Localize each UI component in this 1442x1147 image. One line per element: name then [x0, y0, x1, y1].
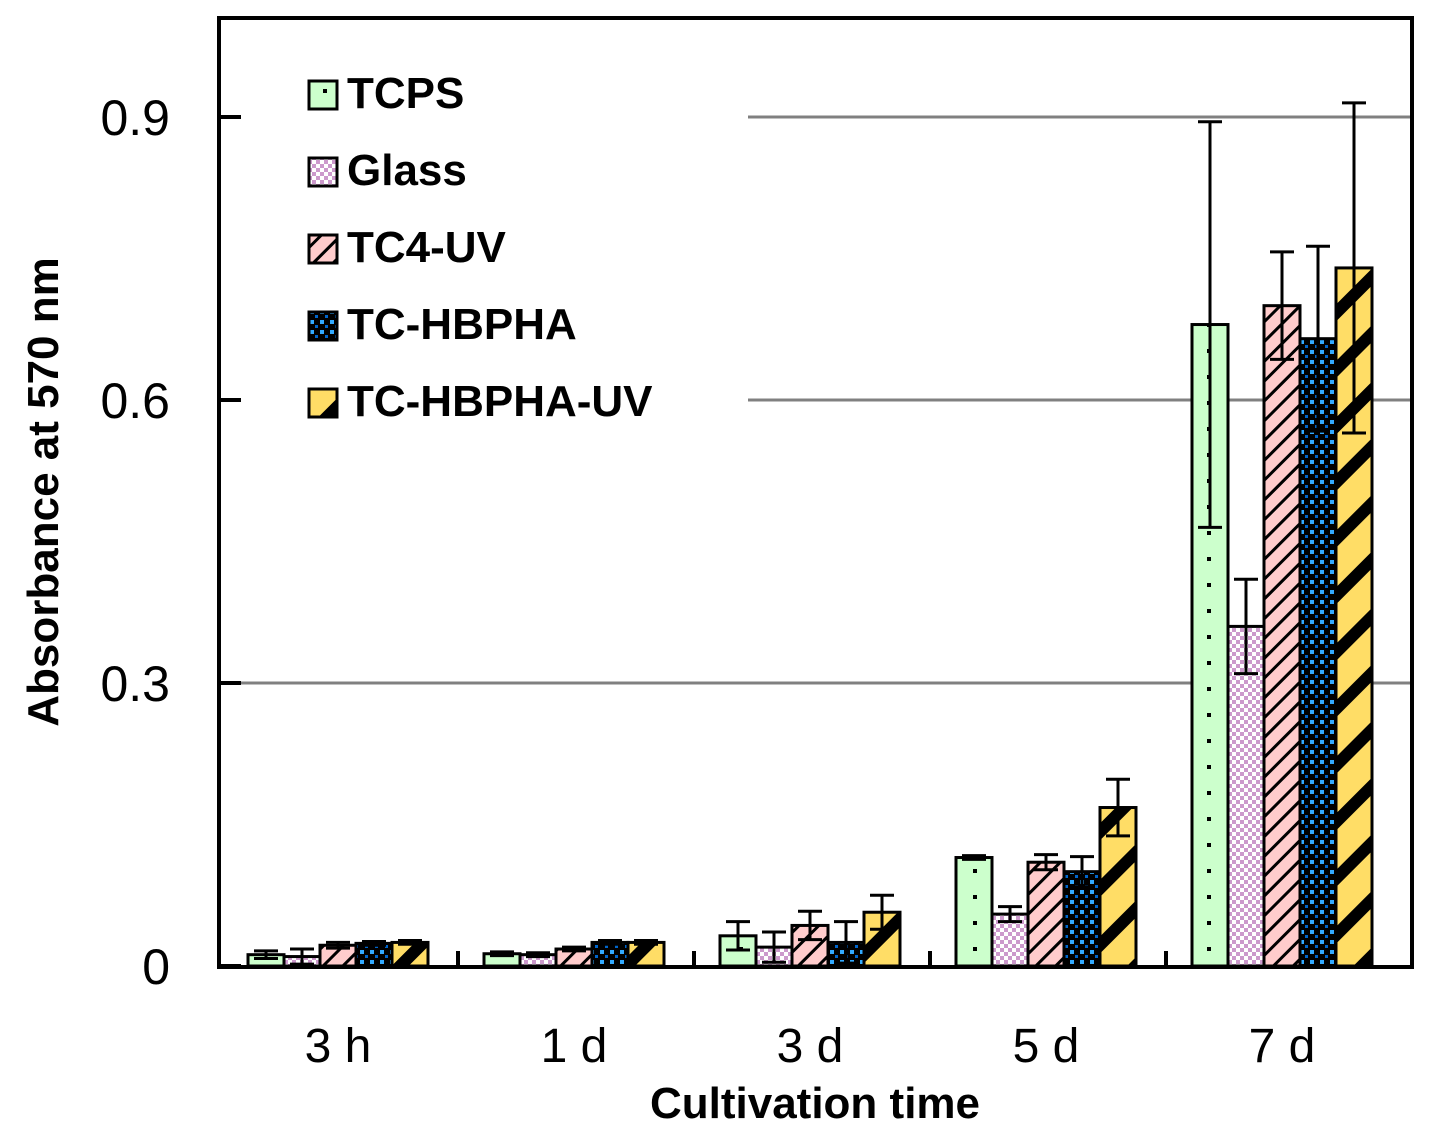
x-tick-label: 7 d: [1249, 1020, 1316, 1073]
bar-glass: [1226, 624, 1266, 968]
error-bar: [1342, 101, 1366, 435]
error-bar: [1198, 120, 1222, 529]
error-bar: [562, 945, 586, 953]
error-bar: [1306, 244, 1330, 433]
legend-label: TCPS: [347, 69, 464, 118]
y-axis-ticks: 0 0.3 0.6 0.9: [100, 90, 241, 995]
error-bar: [726, 920, 750, 952]
error-bar: [398, 939, 422, 946]
y-tick-label: 0: [142, 939, 170, 995]
error-bar: [962, 854, 986, 861]
error-bars: [254, 101, 1366, 966]
x-tick-label: 3 h: [305, 1020, 372, 1073]
legend-item-tcps: TCPS: [307, 69, 464, 118]
error-bar: [634, 939, 658, 946]
error-bar: [254, 949, 278, 960]
bar-tc-hbpha: [354, 941, 394, 968]
error-bar: [1270, 250, 1294, 361]
y-tick-label: 0.6: [100, 373, 170, 429]
bar-tc-hbpha-uv: [390, 940, 430, 968]
bar-tc-hbpha: [1298, 337, 1338, 968]
error-bar: [1106, 777, 1130, 838]
x-tick-label: 3 d: [777, 1020, 844, 1073]
y-tick-label: 0.3: [100, 656, 170, 712]
error-bar: [798, 909, 822, 942]
legend-item-tc-hbpha: TC-HBPHA: [307, 300, 577, 349]
legend-item-tc4-uv: TC4-UV: [307, 223, 507, 272]
error-bar: [998, 905, 1022, 924]
legend-swatch: [307, 387, 339, 419]
error-bar: [526, 951, 550, 959]
error-bar: [762, 930, 786, 964]
legend-label: TC-HBPHA: [347, 300, 577, 349]
legend-label: TC-HBPHA-UV: [347, 377, 653, 426]
y-axis-label: Absorbance at 570 nm: [19, 257, 68, 727]
legend-swatch: [307, 79, 339, 111]
x-tick-label: 1 d: [541, 1020, 608, 1073]
error-bar: [1234, 577, 1258, 676]
error-bar: [490, 950, 514, 958]
error-bar: [834, 920, 858, 965]
legend: TCPS Glass TC4-UV TC-HBPHA TC-HBPHA-UV: [307, 69, 653, 426]
legend-swatch: [307, 233, 339, 265]
error-bar: [290, 947, 314, 966]
legend-item-glass: Glass: [307, 146, 467, 195]
bar-tc4-uv: [1262, 304, 1302, 968]
y-tick-label: 0.9: [100, 90, 170, 146]
error-bar: [870, 893, 894, 931]
x-axis-ticks: 3 h 1 d 3 d 5 d 7 d: [305, 951, 1316, 1073]
legend-item-tc-hbpha-uv: TC-HBPHA-UV: [307, 377, 653, 426]
bar-tc-hbpha-uv: [626, 940, 666, 968]
error-bar: [1034, 853, 1058, 872]
x-axis-label: Cultivation time: [650, 1079, 980, 1128]
error-bar: [326, 940, 350, 950]
legend-swatch: [307, 310, 339, 342]
plot-frame: [217, 16, 1414, 969]
bars: [246, 266, 1374, 968]
error-bar: [1070, 855, 1094, 889]
x-tick-label: 5 d: [1013, 1020, 1080, 1073]
bar-tc-hbpha: [590, 940, 630, 968]
error-bar: [598, 939, 622, 946]
bar-tc-hbpha-uv: [1098, 806, 1138, 968]
legend-label: TC4-UV: [347, 223, 507, 272]
bar-tcps: [954, 856, 994, 968]
error-bar: [362, 939, 386, 947]
legend-label: Glass: [347, 146, 467, 195]
bar-tc4-uv: [1026, 860, 1066, 968]
legend-swatch: [307, 156, 339, 188]
